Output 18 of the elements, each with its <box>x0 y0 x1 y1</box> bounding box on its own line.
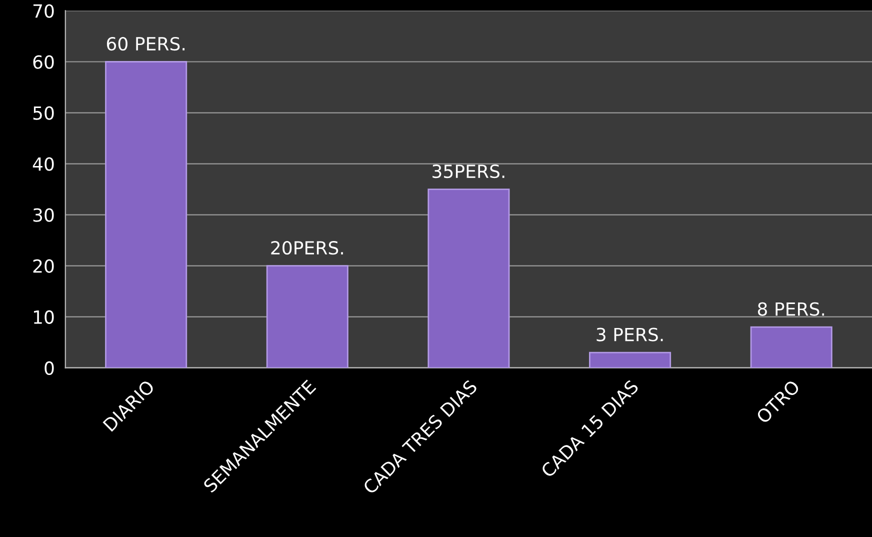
y-tick-label: 30 <box>33 208 54 222</box>
bar <box>266 265 348 368</box>
y-tick-label: 0 <box>44 361 54 375</box>
data-label: 60 PERS. <box>106 36 184 51</box>
bar <box>428 188 510 368</box>
data-label: 20PERS. <box>271 241 343 255</box>
y-tick-label: 20 <box>33 259 54 273</box>
y-tick-label: 60 <box>33 55 54 69</box>
bar <box>588 352 672 368</box>
y-tick-label: 10 <box>34 310 54 324</box>
data-label: 3 PERS. <box>596 328 663 342</box>
bar <box>105 61 188 368</box>
y-tick-label: 70 <box>33 4 54 18</box>
bar <box>750 326 832 368</box>
y-tick-label: 50 <box>33 106 54 120</box>
data-label: 8 PERS. <box>758 302 824 316</box>
data-label: 35PERS. <box>432 164 504 178</box>
y-tick-label: 40 <box>32 157 54 171</box>
